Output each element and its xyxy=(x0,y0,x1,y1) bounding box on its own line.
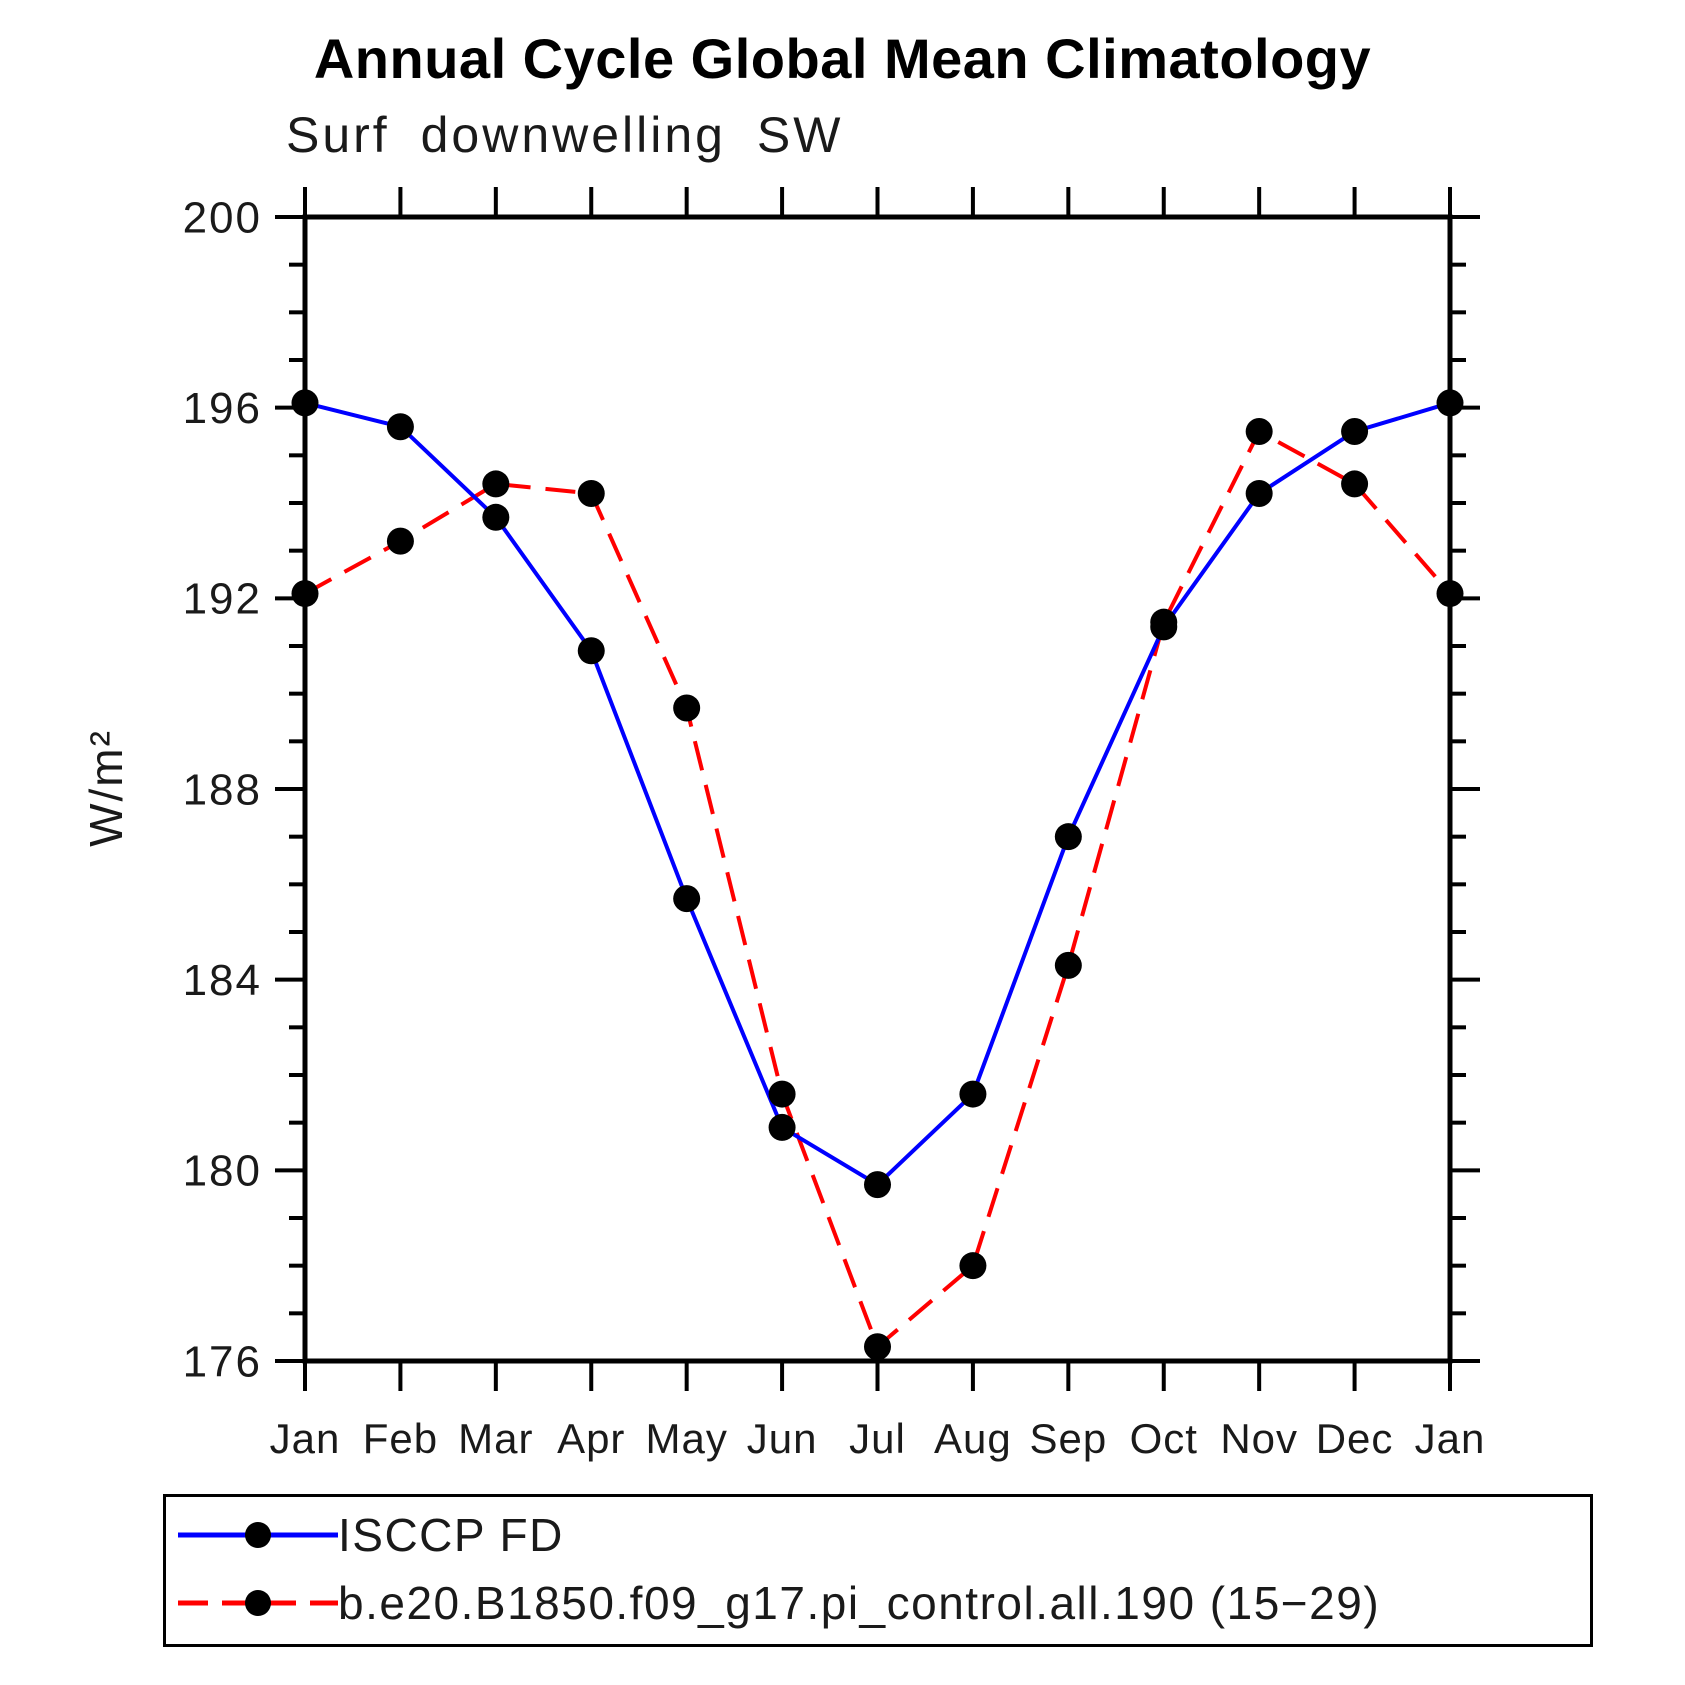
data-point-marker xyxy=(577,637,605,665)
data-point-marker xyxy=(386,413,414,441)
data-point-marker xyxy=(291,580,319,608)
legend-marker-icon xyxy=(245,1522,271,1548)
data-point-marker xyxy=(1436,389,1464,417)
y-tick-label: 188 xyxy=(183,765,262,814)
legend-entry-model: b.e20.B1850.f09_g17.pi_control.all.190 (… xyxy=(172,1577,1380,1629)
data-point-marker xyxy=(1245,479,1273,507)
x-tick-label: Apr xyxy=(557,1415,625,1462)
series-markers xyxy=(291,389,1464,1361)
legend-box: ISCCP FD b.e20.B1850.f09_g17.pi_control.… xyxy=(163,1494,1593,1647)
data-point-marker xyxy=(1054,951,1082,979)
x-tick-label: Nov xyxy=(1220,1415,1298,1462)
chart-subtitle: Surf downwelling SW xyxy=(286,107,844,163)
x-tick-label: Jul xyxy=(849,1415,906,1462)
data-point-marker xyxy=(1436,580,1464,608)
legend-marker-icon xyxy=(245,1590,271,1616)
y-tick-label: 200 xyxy=(183,193,262,242)
y-tick-label: 184 xyxy=(183,956,262,1005)
series-line-model xyxy=(304,428,1452,1351)
x-tick-label: Jan xyxy=(1415,1415,1486,1462)
legend-entry-label: ISCCP FD xyxy=(338,1509,564,1561)
data-point-marker xyxy=(386,527,414,555)
data-point-marker xyxy=(482,470,510,498)
x-tick-label: Oct xyxy=(1130,1415,1198,1462)
legend-entry-label: b.e20.B1850.f09_g17.pi_control.all.190 (… xyxy=(338,1577,1381,1629)
data-point-marker xyxy=(864,1333,891,1361)
y-tick-label: 196 xyxy=(183,384,262,433)
y-tick-label: 180 xyxy=(183,1147,262,1196)
x-tick-label: Jan xyxy=(270,1415,341,1462)
x-tick-label: Mar xyxy=(458,1415,533,1462)
y-tick-label: 176 xyxy=(183,1337,262,1386)
data-point-marker xyxy=(1150,608,1178,636)
data-point-marker xyxy=(291,389,319,417)
y-axis-ticks xyxy=(275,215,1480,1363)
x-tick-labels: Jan Feb Mar Apr May Jun Jul Aug Sep Oct Nov Dec Jan xyxy=(270,1415,1486,1462)
x-tick-label: Sep xyxy=(1029,1415,1107,1462)
data-point-marker xyxy=(1341,470,1369,498)
data-point-marker xyxy=(959,1252,987,1280)
data-point-marker xyxy=(959,1080,987,1108)
data-point-marker xyxy=(673,694,701,722)
chart-title: Annual Cycle Global Mean Climatology xyxy=(313,27,1372,90)
legend-line-sample-solid xyxy=(178,1522,338,1548)
data-point-marker xyxy=(768,1113,796,1141)
data-point-marker xyxy=(482,503,510,531)
data-point-marker xyxy=(673,885,701,913)
x-tick-label: Dec xyxy=(1316,1415,1394,1462)
x-tick-label: May xyxy=(645,1415,727,1462)
legend-line-sample-dashed xyxy=(178,1590,338,1616)
x-axis-ticks xyxy=(303,187,1452,1391)
data-point-marker xyxy=(1054,823,1082,851)
data-point-marker xyxy=(864,1171,891,1199)
x-tick-label: Feb xyxy=(363,1415,438,1462)
y-tick-labels: 176 180 184 188 192 196 200 xyxy=(183,193,262,1386)
legend-entry-isccp: ISCCP FD xyxy=(172,1509,564,1561)
x-tick-label: Aug xyxy=(934,1415,1012,1462)
data-point-marker xyxy=(1245,418,1273,445)
x-tick-label: Jun xyxy=(747,1415,818,1462)
data-point-marker xyxy=(577,479,605,507)
data-point-marker xyxy=(1341,418,1369,445)
y-tick-label: 192 xyxy=(183,575,262,624)
data-point-marker xyxy=(768,1080,796,1108)
series-line-isccp xyxy=(304,400,1451,1188)
